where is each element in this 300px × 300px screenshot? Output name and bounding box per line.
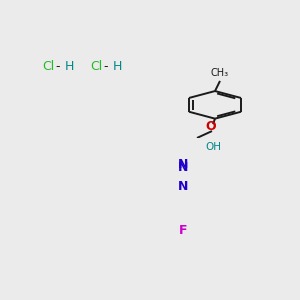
Text: -: - bbox=[104, 60, 108, 73]
Text: N: N bbox=[178, 158, 188, 171]
Text: -: - bbox=[56, 60, 60, 73]
Text: O: O bbox=[206, 120, 216, 134]
Text: N: N bbox=[178, 161, 188, 174]
Text: Cl: Cl bbox=[90, 60, 102, 73]
Text: H: H bbox=[65, 60, 74, 73]
Text: F: F bbox=[179, 224, 187, 237]
Text: N: N bbox=[178, 180, 188, 193]
Text: Cl: Cl bbox=[42, 60, 54, 73]
Text: H: H bbox=[113, 60, 122, 73]
Text: OH: OH bbox=[205, 142, 221, 152]
Text: CH₃: CH₃ bbox=[211, 68, 229, 78]
